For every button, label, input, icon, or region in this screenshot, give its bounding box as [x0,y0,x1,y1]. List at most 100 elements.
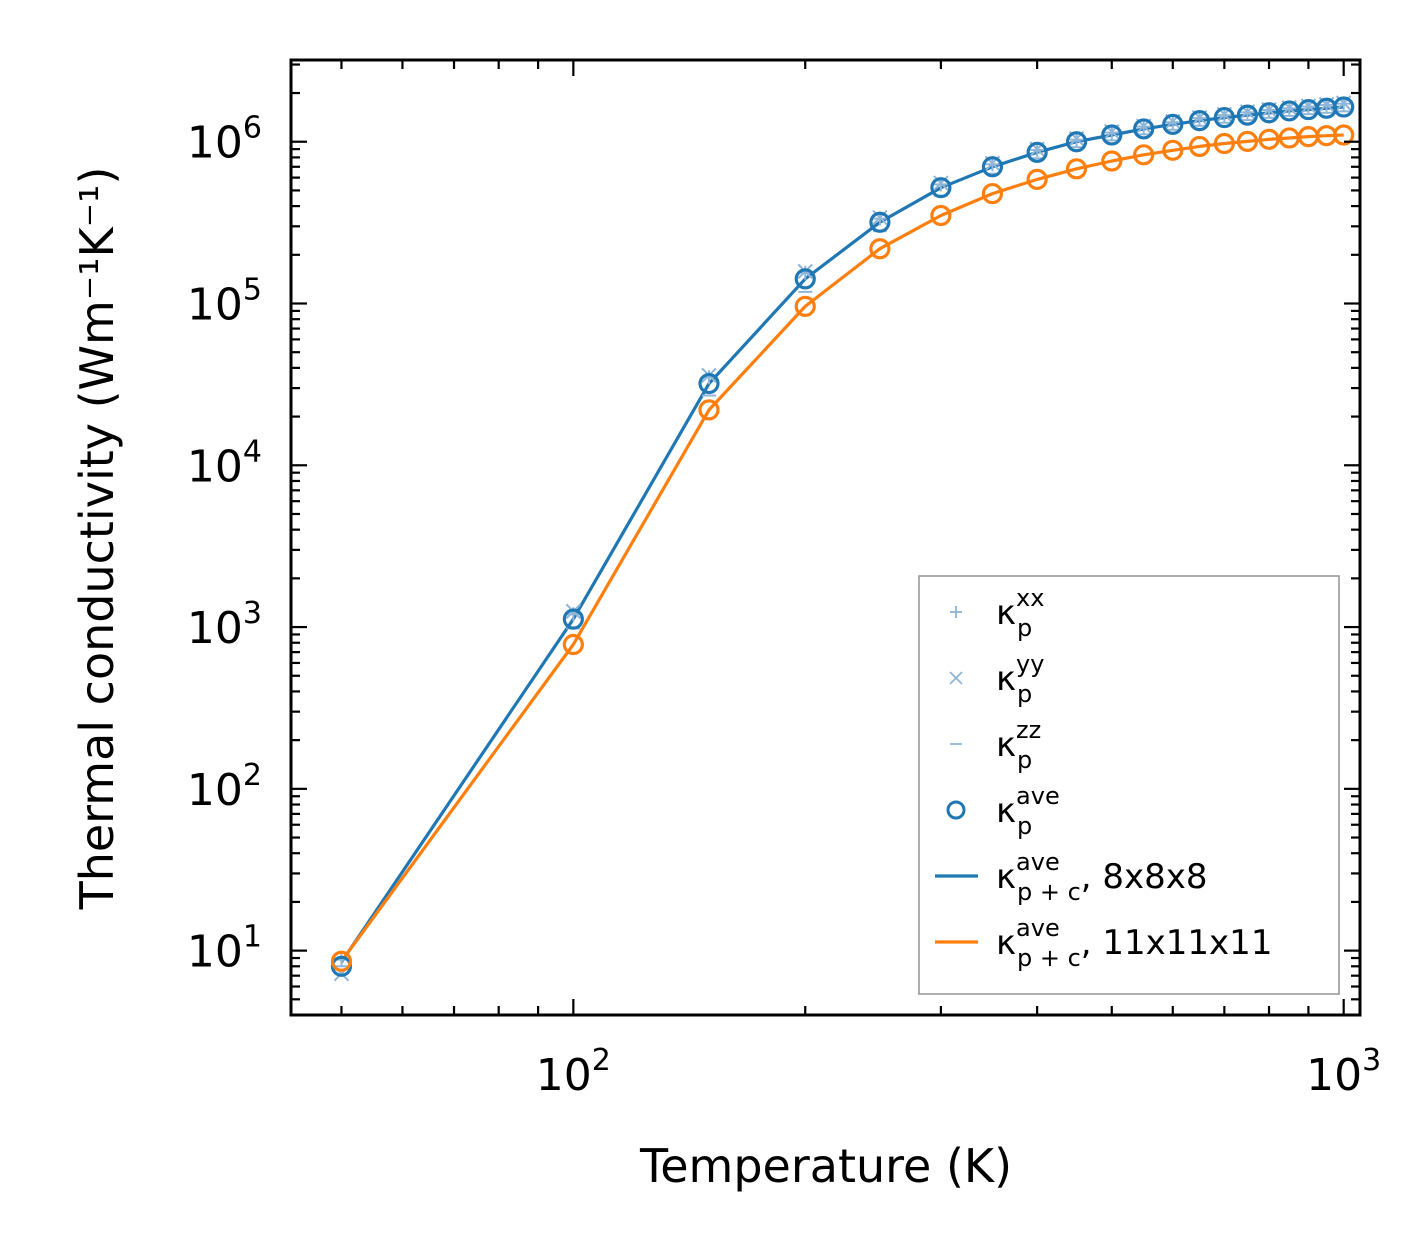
x-tick-label-100-exp: 2 [592,1043,611,1078]
y-tick-label-10-exp: 1 [243,920,262,955]
y-tick-label-100000-exp: 5 [243,273,262,308]
y-tick-label-100-base: 10 [187,765,243,816]
x-axis-title: Temperature (K) [639,1139,1012,1193]
legend-entry-4: κave p + c, 8x8x8 [935,848,1208,906]
legend-sub: p [1017,812,1032,840]
x-tick-label-1000: 103 [1306,1043,1381,1101]
point-ave-8x8x8-600 [1162,113,1184,135]
legend-sub: p + c [1017,944,1081,972]
legend-kappa: κ [996,923,1016,963]
point-ave-8x8x8-1000 [1333,96,1355,118]
point-ave-8x8x8-800 [1258,102,1280,124]
point-ave-11x11x11-250 [869,238,891,260]
legend-cross-swatch [949,671,963,685]
legend-sub: p [1017,680,1032,708]
legend-sup: xx [1016,584,1044,612]
legend-label-3: κave p [996,782,1060,840]
legend-cross-swatch-b [949,671,963,685]
point-ave-11x11x11-550 [1133,144,1155,166]
y-tick-label-10000-exp: 4 [243,434,262,469]
point-ave-8x8x8-650 [1188,110,1211,132]
legend-sub: p [1017,746,1032,774]
legend-plus-swatch [950,606,962,618]
legend-sup: yy [1016,650,1044,678]
y-tick-label-10: 101 [187,920,262,978]
point-ave-8x8x8-400 [1026,141,1048,163]
y-tick-label-1000000-exp: 6 [243,111,262,146]
y-tick-label-1000: 103 [187,596,262,654]
point-ave-11x11x11-500 [1101,150,1123,172]
legend-suffix: , 11x11x11 [1081,923,1273,963]
legend-label-1: κyy p [996,650,1044,708]
legend-entry-2: κzz p [950,716,1041,774]
y-tick-label-100: 102 [187,758,262,816]
point-ave-8x8x8-350 [981,156,1004,178]
y-tick-label-10000-base: 10 [187,441,243,492]
x-tick-label-1000-base: 10 [1306,1050,1362,1101]
plot-marks [330,95,1355,982]
y-tick-label-100000: 105 [187,273,262,331]
legend-sup: ave [1016,848,1060,876]
legend-suffix: , 8x8x8 [1081,857,1208,897]
point-ave-8x8x8-200 [794,268,816,290]
y-tick-label-10-base: 10 [187,927,243,978]
y-tick-label-1000-base: 10 [187,603,243,654]
legend-circle-swatch [946,800,966,820]
point-ave-11x11x11-300 [930,204,952,227]
legend-box [918,575,1340,995]
legend-sub: p + c [1017,878,1081,906]
legend-entry-3: κave p [946,782,1060,840]
y-tick-label-1000000-base: 10 [187,118,243,169]
legend-kappa: κ [996,725,1016,765]
point-ave-8x8x8-500 [1101,124,1123,146]
point-ave-11x11x11-350 [981,182,1004,205]
point-ave-8x8x8-150 [698,372,720,395]
plot-frame [289,58,1362,1017]
legend-kappa: κ [996,593,1016,633]
point-ave-11x11x11-50 [330,950,353,972]
legend-kappa: κ [996,791,1016,831]
point-ave-11x11x11-150 [698,399,720,421]
point-ave-8x8x8-550 [1133,118,1155,140]
y-tick-label-100-exp: 2 [243,758,262,793]
point-ave-8x8x8-300 [930,177,952,199]
markers-ave-8x8x8 [330,96,1355,977]
y-tick-label-1000-exp: 3 [243,596,262,631]
x-tick-label-100-base: 10 [536,1050,592,1101]
series-line-11x11x11 [340,133,1344,963]
legend-entry-1: κyy p [949,650,1044,708]
point-ave-11x11x11-200 [794,295,816,317]
point-ave-11x11x11-100 [562,633,584,656]
y-tick-label-100000-base: 10 [187,280,243,331]
point-ave-8x8x8-750 [1236,104,1259,126]
point-ave-11x11x11-800 [1258,128,1280,150]
point-ave-11x11x11-450 [1065,158,1088,180]
legend-sup: ave [1016,782,1060,810]
y-axis-title: Thermal conductivity (Wm⁻¹K⁻¹) [70,167,124,911]
legend-kappa: κ [996,659,1016,699]
legend-label-2: κzz p [996,716,1041,774]
point-ave-8x8x8-100 [562,608,584,630]
legend-sup: ave [1016,914,1060,942]
y-tick-label-10000: 104 [187,434,262,492]
markers-ave-11x11x11 [330,124,1355,972]
point-ave-11x11x11-650 [1188,135,1211,158]
point-ave-11x11x11-400 [1026,168,1048,190]
point-ave-8x8x8-450 [1065,131,1088,153]
point-ave-11x11x11-1000 [1333,124,1355,146]
legend-label-0: κxx p [996,584,1044,642]
legend-kappa: κ [996,857,1016,897]
x-tick-label-100: 102 [536,1043,611,1101]
point-ave-11x11x11-750 [1236,130,1259,152]
legend-label-5: κave p + c, 11x11x11 [996,914,1272,972]
point-ave-8x8x8-250 [869,211,891,233]
y-tick-label-1000000: 106 [187,111,262,169]
legend-entry-0: κxx p [950,584,1044,642]
legend-label-4: κave p + c, 8x8x8 [996,848,1208,906]
point-ave-11x11x11-600 [1162,139,1184,161]
legend-sub: p [1017,614,1032,642]
point-ave-8x8x8-700 [1213,106,1235,129]
